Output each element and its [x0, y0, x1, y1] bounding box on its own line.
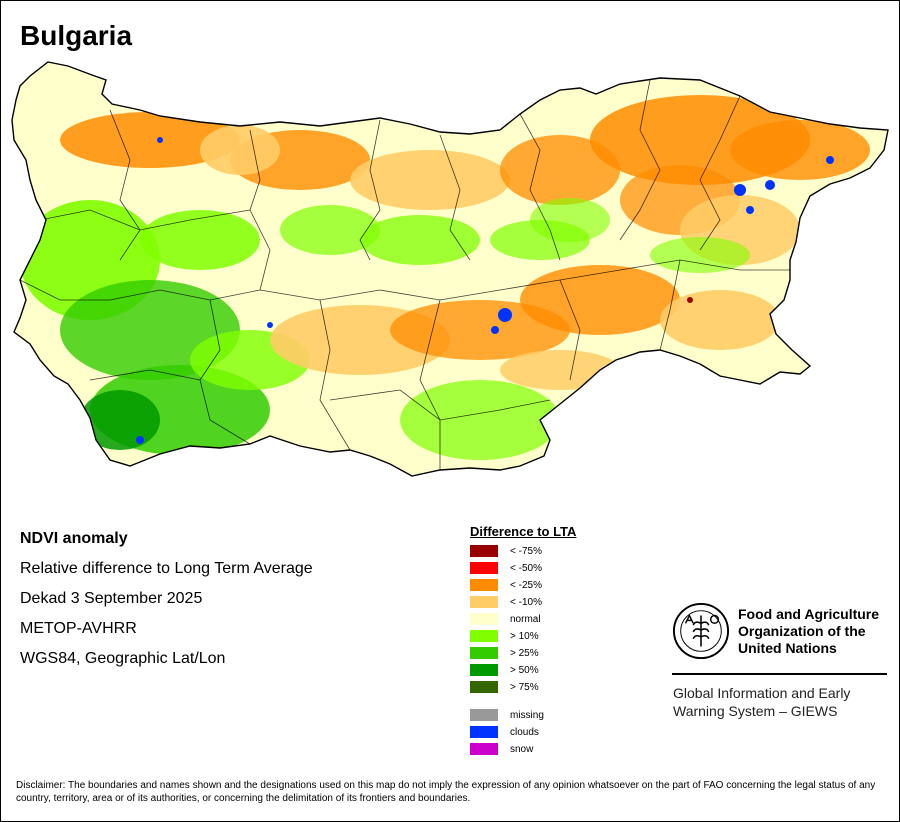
legend-swatch: [470, 709, 498, 721]
legend-label: < -25%: [510, 579, 542, 591]
legend-swatch: [470, 664, 498, 676]
product-period: Dekad 3 September 2025: [20, 590, 203, 607]
anomaly-patch: [60, 112, 240, 168]
legend-item: normal: [470, 612, 541, 626]
fao-name-line: Organization of the: [738, 623, 866, 639]
province-boundaries: [19, 79, 790, 470]
anomaly-patch: [520, 265, 680, 335]
giews-line: Warning System – GIEWS: [673, 703, 838, 719]
anomaly-patch: [350, 150, 510, 210]
legend-label: < -75%: [510, 545, 542, 557]
legend-item: > 75%: [470, 680, 539, 694]
legend-label: < -50%: [510, 562, 542, 574]
anomaly-patch: [500, 350, 620, 390]
legend-swatch: [470, 613, 498, 625]
legend-item: > 10%: [470, 629, 539, 643]
legend-item: < -50%: [470, 561, 542, 575]
legend-title: Difference to LTA: [470, 524, 577, 539]
product-name: NDVI anomaly: [20, 530, 128, 547]
anomaly-patch: [530, 198, 610, 242]
anomaly-patch: [650, 237, 750, 273]
fao-logo-icon: [672, 602, 730, 660]
legend-label: missing: [510, 709, 544, 721]
divider: [672, 673, 887, 675]
cloud-pixel: [734, 184, 746, 196]
anomaly-patch: [390, 300, 570, 360]
disclaimer: Disclaimer: The boundaries and names sho…: [16, 780, 876, 804]
legend-label: normal: [510, 613, 541, 625]
anomaly-patch: [500, 135, 620, 205]
legend-label: snow: [510, 743, 534, 755]
product-description: Relative difference to Long Term Average: [20, 560, 313, 577]
legend-label: > 50%: [510, 664, 539, 676]
bulgaria-ndvi-map: [11, 61, 889, 477]
giews-line: Global Information and Early: [673, 685, 851, 701]
legend-swatch: [470, 726, 498, 738]
legend-item: snow: [470, 742, 533, 756]
cloud-pixel: [491, 326, 499, 334]
legend-label: clouds: [510, 726, 539, 738]
legend-label: > 10%: [510, 630, 539, 642]
giews-name: Global Information and Early Warning Sys…: [673, 684, 888, 720]
legend-item: clouds: [470, 725, 539, 739]
legend-label: > 25%: [510, 647, 539, 659]
legend-swatch: [470, 681, 498, 693]
product-sensor: METOP-AVHRR: [20, 620, 137, 637]
fao-name-line: United Nations: [738, 640, 837, 656]
map-title: Bulgaria: [20, 20, 133, 51]
anomaly-patch: [80, 390, 160, 450]
legend-label: < -10%: [510, 596, 542, 608]
legend-item: < -25%: [470, 578, 542, 592]
anomaly-patch: [730, 120, 870, 180]
legend-swatch: [470, 562, 498, 574]
legend-swatch: [470, 647, 498, 659]
anomaly-patch: [280, 205, 380, 255]
cloud-pixel: [157, 137, 163, 143]
legend-item: < -75%: [470, 544, 542, 558]
product-projection: WGS84, Geographic Lat/Lon: [20, 650, 226, 667]
legend-swatch: [470, 630, 498, 642]
legend-item: missing: [470, 708, 544, 722]
cloud-pixel: [498, 308, 512, 322]
legend-swatch: [470, 743, 498, 755]
anomaly-patch: [140, 210, 260, 270]
anomaly-patch: [200, 125, 280, 175]
legend-swatch: [470, 579, 498, 591]
cloud-pixel: [267, 322, 273, 328]
legend-label: > 75%: [510, 681, 539, 693]
anomaly-pixel: [687, 297, 693, 303]
legend-swatch: [470, 545, 498, 557]
cloud-pixel: [136, 436, 144, 444]
legend-item: > 25%: [470, 646, 539, 660]
legend-item: > 50%: [470, 663, 539, 677]
legend-swatch: [470, 596, 498, 608]
fao-name: Food and Agriculture Organization of the…: [738, 606, 898, 657]
cloud-pixel: [765, 180, 775, 190]
fao-name-line: Food and Agriculture: [738, 606, 880, 622]
anomaly-patch: [660, 290, 780, 350]
anomaly-patch: [360, 215, 480, 265]
anomaly-patch: [400, 380, 560, 460]
legend-item: < -10%: [470, 595, 542, 609]
cloud-pixel: [746, 206, 754, 214]
anomaly-layer: [20, 95, 870, 460]
cloud-pixel: [826, 156, 834, 164]
